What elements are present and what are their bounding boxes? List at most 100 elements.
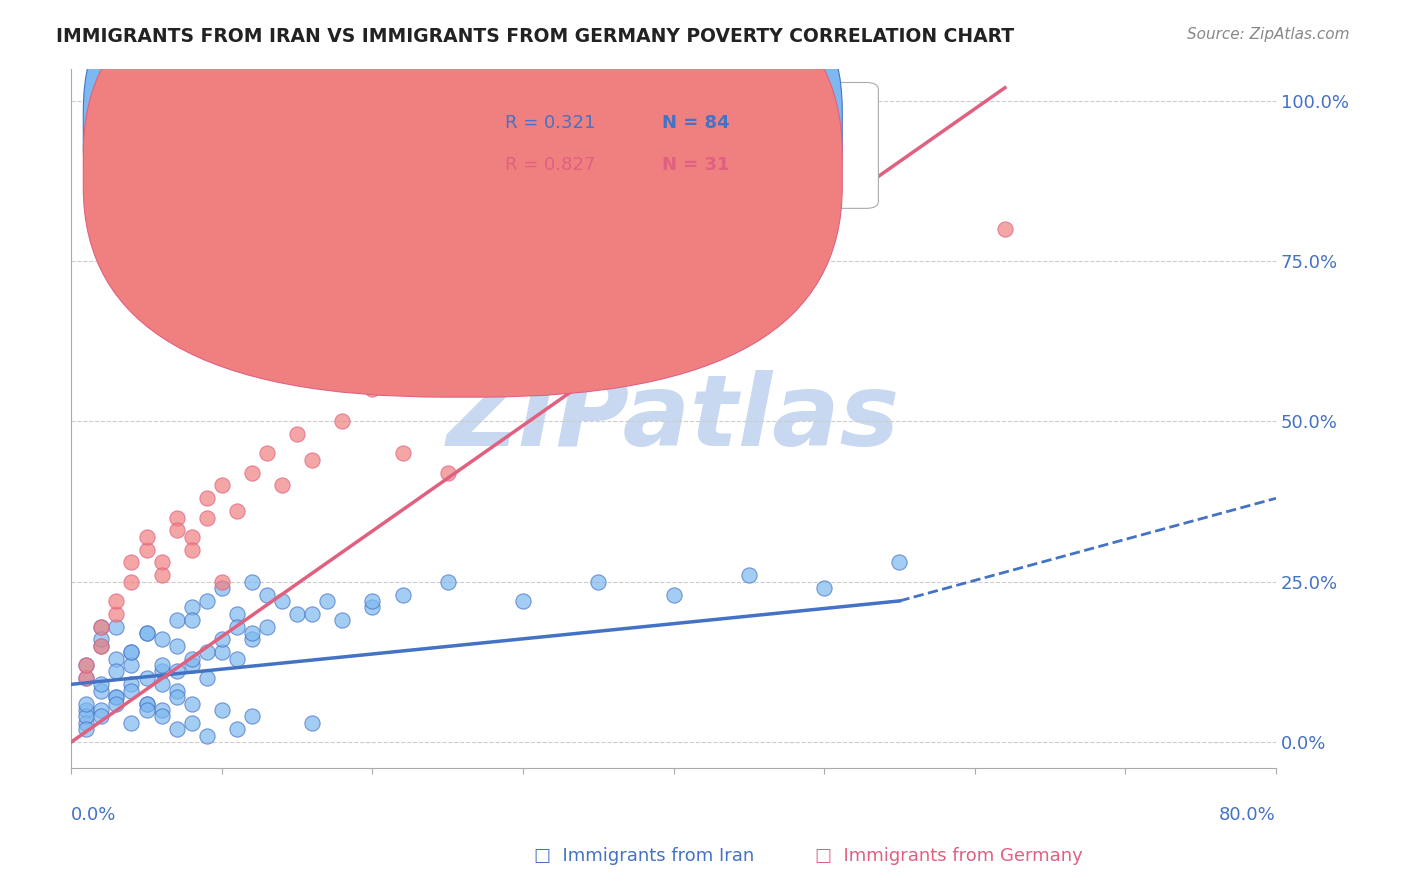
Point <box>738 568 761 582</box>
Point <box>105 594 128 608</box>
Point <box>121 574 143 589</box>
Point <box>166 510 188 524</box>
Point <box>166 690 188 705</box>
Point <box>90 677 112 691</box>
Point <box>211 645 233 659</box>
Point <box>105 690 128 705</box>
Point <box>301 607 323 621</box>
Point <box>150 632 173 647</box>
FancyBboxPatch shape <box>83 0 842 355</box>
Point <box>150 703 173 717</box>
Point <box>90 703 112 717</box>
Point <box>105 665 128 679</box>
Point <box>256 619 278 633</box>
Point <box>361 594 384 608</box>
Point <box>813 581 835 595</box>
Text: R = 0.321: R = 0.321 <box>505 114 595 132</box>
Point <box>361 382 384 396</box>
Point <box>150 658 173 673</box>
Point <box>121 645 143 659</box>
Point <box>180 715 202 730</box>
Point <box>166 524 188 538</box>
Text: □  Immigrants from Germany: □ Immigrants from Germany <box>815 847 1083 865</box>
Point <box>225 619 247 633</box>
Point <box>135 697 157 711</box>
Point <box>121 683 143 698</box>
Text: ZIPatlas: ZIPatlas <box>447 369 900 467</box>
Point <box>90 619 112 633</box>
Point <box>75 723 97 737</box>
Point <box>75 703 97 717</box>
Point <box>166 639 188 653</box>
Point <box>135 542 157 557</box>
Point <box>211 478 233 492</box>
Point <box>75 709 97 723</box>
Point <box>180 658 202 673</box>
Point <box>391 587 413 601</box>
FancyBboxPatch shape <box>83 0 842 397</box>
Point <box>256 446 278 460</box>
Point <box>75 715 97 730</box>
Point <box>285 427 308 442</box>
Point <box>889 556 911 570</box>
Point <box>240 626 263 640</box>
Point <box>588 574 610 589</box>
Point <box>195 645 218 659</box>
Point <box>391 446 413 460</box>
Point <box>180 600 202 615</box>
Point <box>271 478 294 492</box>
Text: N = 84: N = 84 <box>662 114 730 132</box>
Point <box>135 626 157 640</box>
Point <box>90 639 112 653</box>
Point <box>436 466 458 480</box>
Text: Source: ZipAtlas.com: Source: ZipAtlas.com <box>1187 27 1350 42</box>
Point <box>166 683 188 698</box>
Point <box>225 607 247 621</box>
Point <box>271 594 294 608</box>
Point <box>225 504 247 518</box>
Point <box>195 510 218 524</box>
Point <box>180 651 202 665</box>
Point <box>195 491 218 506</box>
Point <box>150 568 173 582</box>
Point <box>512 594 534 608</box>
Point <box>121 645 143 659</box>
Point <box>166 665 188 679</box>
Text: 80.0%: 80.0% <box>1219 806 1277 824</box>
Point <box>240 632 263 647</box>
Point <box>121 715 143 730</box>
Point <box>75 658 97 673</box>
Point <box>285 607 308 621</box>
Point <box>90 709 112 723</box>
Point <box>135 697 157 711</box>
Point <box>180 697 202 711</box>
Point <box>135 530 157 544</box>
Point <box>75 671 97 685</box>
Point <box>436 574 458 589</box>
Point <box>195 729 218 743</box>
Point <box>105 619 128 633</box>
Point <box>166 723 188 737</box>
Point <box>211 581 233 595</box>
Point <box>662 587 685 601</box>
Point <box>994 222 1017 236</box>
Text: □  Immigrants from Iran: □ Immigrants from Iran <box>534 847 755 865</box>
Text: IMMIGRANTS FROM IRAN VS IMMIGRANTS FROM GERMANY POVERTY CORRELATION CHART: IMMIGRANTS FROM IRAN VS IMMIGRANTS FROM … <box>56 27 1014 45</box>
Point <box>301 452 323 467</box>
Point <box>240 709 263 723</box>
Point <box>166 613 188 627</box>
FancyBboxPatch shape <box>420 82 879 209</box>
Point <box>225 723 247 737</box>
Point <box>240 466 263 480</box>
Point <box>330 613 353 627</box>
Point <box>105 690 128 705</box>
Text: N = 31: N = 31 <box>662 156 730 174</box>
Text: 0.0%: 0.0% <box>72 806 117 824</box>
Text: R = 0.827: R = 0.827 <box>505 156 595 174</box>
Point <box>330 414 353 428</box>
Point <box>75 658 97 673</box>
Point <box>225 651 247 665</box>
Point <box>180 613 202 627</box>
Point <box>195 594 218 608</box>
Point <box>135 626 157 640</box>
